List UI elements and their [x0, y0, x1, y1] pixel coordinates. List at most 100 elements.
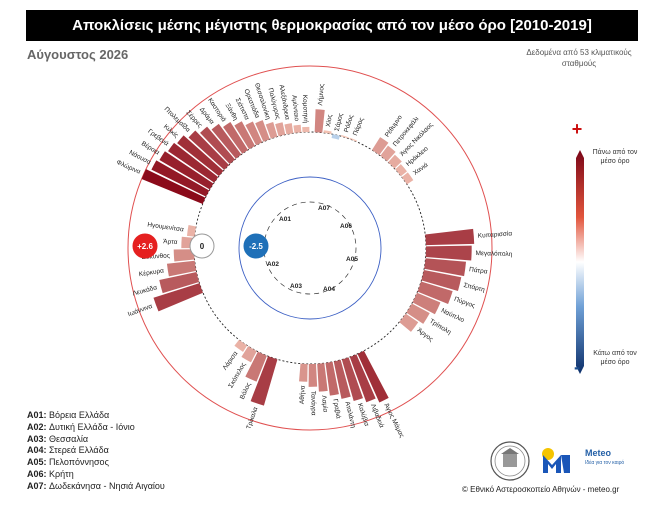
- region-code-label: A04: [323, 286, 335, 293]
- station-label: Άρτα: [163, 238, 178, 246]
- station-label: Γραβιά: [331, 398, 342, 419]
- color-scale-legend: [576, 150, 584, 374]
- station-bar: [255, 120, 270, 142]
- station-bar: [299, 363, 308, 382]
- station-label: Άργος: [416, 327, 435, 343]
- region-legend-item: A05: Πελοπόννησος: [27, 457, 109, 468]
- month-label: Αύγουστος 2026: [27, 47, 129, 62]
- station-label: Τρίκαλα: [244, 406, 259, 431]
- legend-above: Πάνω από τον μέσο όρο: [592, 149, 638, 165]
- station-bar: [340, 134, 349, 139]
- station-label: Πύργος: [453, 295, 476, 310]
- station-bar: [331, 134, 340, 140]
- meteo-name: Meteo: [585, 448, 612, 458]
- region-legend-item: A06: Κρήτη: [27, 468, 74, 479]
- station-bar: [241, 346, 257, 363]
- region-legend-item: A02: Δυτική Ελλάδα - Ιόνιο: [27, 421, 135, 432]
- scale-badge-label: -2.5: [249, 242, 263, 251]
- station-bar: [333, 359, 351, 399]
- station-bar: [234, 339, 248, 352]
- station-bar: [177, 135, 224, 177]
- station-label: Ναύπλιο: [440, 306, 466, 324]
- station-bar: [314, 109, 325, 133]
- station-label: Χίος: [324, 114, 334, 128]
- scale-badge-label: 0: [200, 242, 205, 251]
- station-bar: [159, 272, 200, 294]
- scale-bar: [576, 150, 584, 374]
- station-bar: [417, 281, 453, 304]
- station-bar: [293, 124, 302, 134]
- region-legend-item: A04: Στερεά Ελλάδα: [27, 445, 109, 456]
- station-bar: [323, 130, 332, 134]
- station-label: Άγιος Μάμας: [382, 402, 406, 439]
- station-label: Ζάκυνθος: [142, 251, 171, 261]
- observatory-logo: [490, 441, 530, 481]
- scale-badge-label: +2.6: [137, 242, 153, 251]
- region-code-label: A01: [279, 216, 291, 223]
- zero-ring: [193, 131, 427, 365]
- region-legend: A01: Βόρεια Ελλάδα A02: Δυτική Ελλάδα - …: [27, 410, 165, 493]
- plus-sign: +: [571, 119, 583, 139]
- minus-sign: -: [574, 357, 580, 377]
- station-bar: [357, 350, 389, 403]
- copyright: © Εθνικό Αστεροσκοπείο Αθηνών - meteo.gr: [462, 485, 620, 494]
- station-bar: [425, 245, 472, 261]
- station-label: Πάτρα: [469, 265, 489, 275]
- region-code-label: A03: [290, 283, 302, 290]
- station-bar: [200, 126, 235, 165]
- station-bar: [399, 313, 419, 332]
- station-bar: [159, 151, 214, 190]
- station-label: Λήμνος: [317, 84, 326, 106]
- region-legend-item: A03: Θεσσαλία: [27, 433, 89, 444]
- station-bar: [412, 292, 441, 315]
- station-bar: [380, 145, 396, 162]
- scale-badge: [243, 233, 269, 259]
- station-label: Αμύνταιο: [290, 95, 301, 122]
- station-label: Ηγουμενίτσα: [147, 220, 185, 233]
- station-bar: [188, 130, 229, 170]
- station-bar: [234, 121, 256, 150]
- station-bar: [308, 363, 318, 387]
- station-bar: [349, 137, 358, 142]
- region-code-label: A05: [346, 256, 358, 263]
- station-bar: [153, 283, 203, 312]
- region-code-label: A07: [318, 205, 330, 212]
- station-label: Κιλκίς: [162, 122, 180, 139]
- station-label: Τρίπολη: [428, 317, 453, 336]
- station-bar: [265, 122, 278, 139]
- station-label: Σπάρτη: [463, 281, 486, 294]
- station-label: Κυπαρισσία: [478, 229, 513, 239]
- station-label: Μεγαλόπολη: [475, 249, 512, 258]
- station-label: Τανάγρα: [309, 391, 318, 416]
- station-label: Βόλος: [238, 381, 253, 400]
- station-label: Λαμία: [320, 395, 330, 413]
- station-bar: [173, 249, 195, 262]
- station-bar: [425, 228, 475, 246]
- station-bar: [245, 121, 263, 146]
- station-bar: [371, 137, 389, 155]
- min-ring: [238, 176, 382, 320]
- scale-badge: [132, 233, 158, 259]
- station-bar: [401, 172, 414, 185]
- station-bar: [302, 126, 310, 133]
- station-bar: [395, 164, 408, 177]
- station-bar: [388, 154, 402, 169]
- station-bar: [186, 225, 197, 237]
- legend-below: Κάτω από τον μέσο όρο: [593, 350, 637, 366]
- station-label: Λευκάδα: [132, 283, 159, 297]
- station-bar: [341, 357, 363, 402]
- meteo-tagline: Ιδέα για τον καιρό: [585, 460, 625, 466]
- region-code-label: A06: [340, 223, 352, 230]
- station-bar: [275, 122, 286, 137]
- station-bar: [223, 122, 249, 154]
- region-legend-item: A01: Βόρεια Ελλάδα: [27, 410, 110, 420]
- station-bar: [349, 354, 376, 403]
- station-label: Αταλάντη: [343, 401, 357, 429]
- station-bar: [406, 303, 430, 324]
- station-label: Κομοτηνή: [301, 95, 309, 124]
- region-code-label: A02: [267, 261, 279, 268]
- scale-badge: [189, 233, 215, 259]
- source-note: Δεδομένα από 53 κλιματικούς σταθμούς: [526, 48, 632, 68]
- region-legend-item: A07: Δωδεκάνησα - Νησιά Αιγαίου: [27, 480, 165, 491]
- station-bar: [424, 258, 467, 277]
